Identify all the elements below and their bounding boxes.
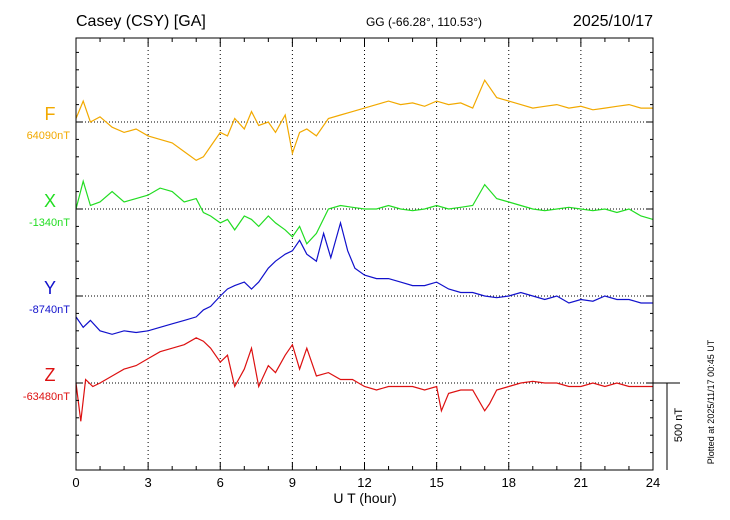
x-tick-label: 21 <box>574 475 588 490</box>
chart-date: 2025/10/17 <box>573 13 653 30</box>
series-line-z <box>75 337 653 422</box>
series-lines <box>75 78 654 422</box>
series-name-z: Z <box>45 365 56 385</box>
axis-ticks <box>75 38 654 471</box>
series-name-f: F <box>45 104 56 124</box>
series-baseline-f: 64090nT <box>27 130 71 142</box>
x-tick-label: 3 <box>145 475 152 490</box>
scale-label: 500 nT <box>673 408 685 443</box>
series-line-f <box>75 78 653 161</box>
x-tick-label: 6 <box>217 475 224 490</box>
series-baseline-z: -63480nT <box>23 391 70 403</box>
series-baseline-x: -1340nT <box>29 217 70 229</box>
x-tick-label: 0 <box>72 475 79 490</box>
station-coords: GG (-66.28°, 110.53°) <box>366 15 482 29</box>
x-tick-label: 18 <box>502 475 516 490</box>
baselines <box>76 121 653 384</box>
x-axis-label: U T (hour) <box>333 490 396 506</box>
series-baseline-y: -8740nT <box>29 304 70 316</box>
x-tick-label: 24 <box>646 475 660 490</box>
station-title: Casey (CSY) [GA] <box>76 13 206 30</box>
x-tick-labels: 0 3 6 9 12 15 18 21 24 <box>72 475 660 490</box>
series-name-x: X <box>44 191 56 211</box>
series-line-y <box>75 220 653 335</box>
series-name-y: Y <box>44 278 56 298</box>
x-tick-label: 15 <box>429 475 443 490</box>
x-tick-label: 12 <box>357 475 371 490</box>
x-tick-label: 9 <box>289 475 296 490</box>
series-line-x <box>75 178 654 245</box>
plotted-note: Plotted at 2025/11/17 00:45 UT <box>706 339 716 464</box>
series-labels: F 64090nT X -1340nT Y -8740nT Z -63480nT <box>23 104 70 403</box>
grid <box>147 38 582 470</box>
scale-bar: 500 nT <box>653 382 685 470</box>
